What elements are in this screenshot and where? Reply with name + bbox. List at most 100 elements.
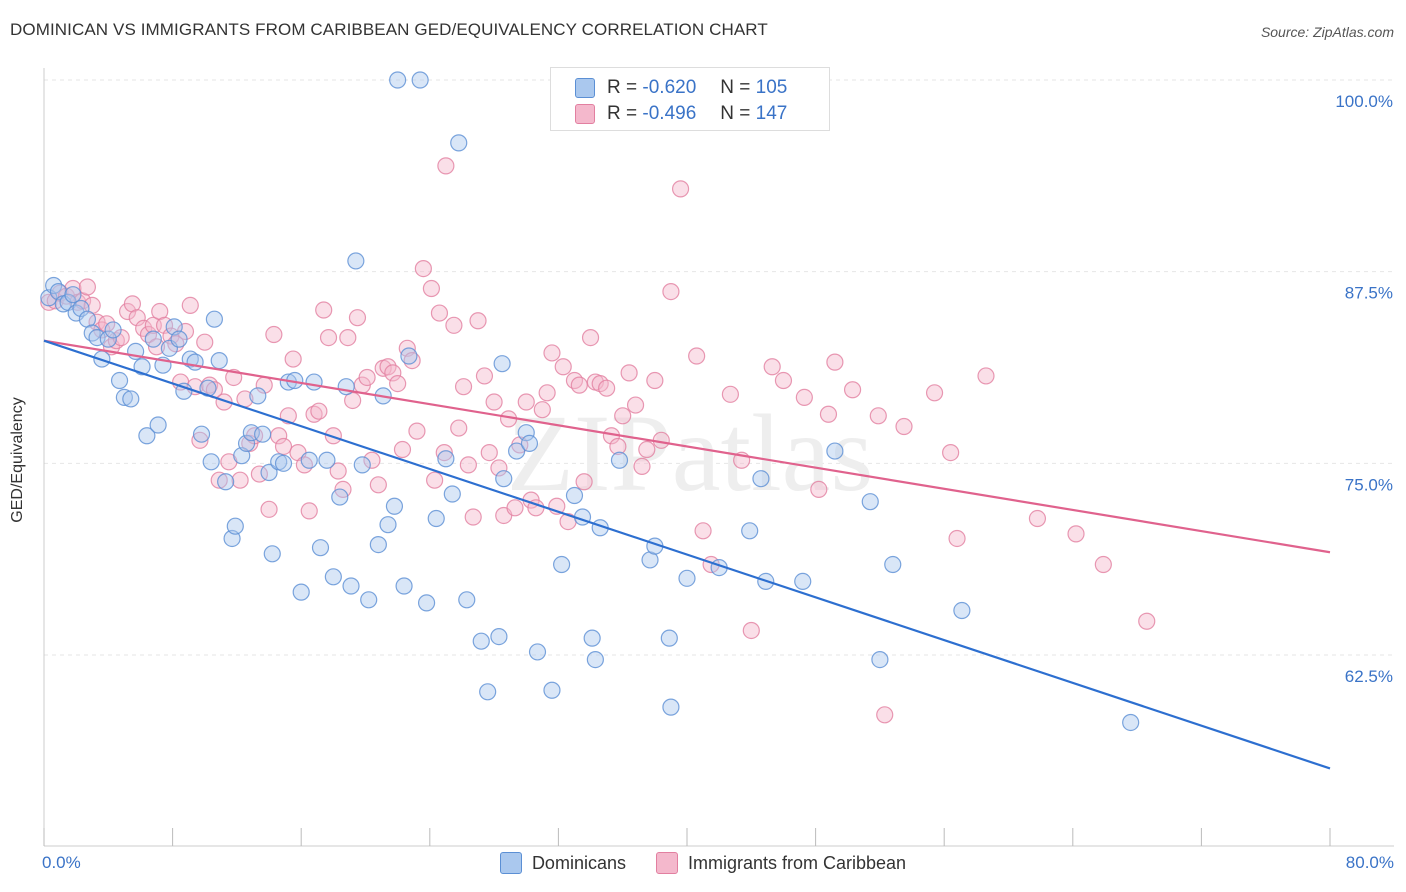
point-dominican [490,627,508,646]
point-dominican [331,488,349,506]
trend-line-dominicans [43,339,1331,770]
point-dominican [543,681,561,699]
point-caribbean [538,384,556,402]
point-dominican [205,310,223,328]
point-caribbean [485,393,503,411]
point-dominican [660,629,678,647]
point-caribbean [1094,555,1112,574]
point-dominican [437,450,455,468]
point-caribbean [139,325,158,344]
legend-swatch-dominicans [499,852,522,874]
legend-label-dominicans: Dominicans [531,852,626,873]
point-caribbean [1067,525,1085,543]
point-dominican [305,373,323,391]
point-dominican [871,650,889,669]
x-tick-label: 0.0% [42,853,81,872]
point-caribbean [430,304,449,322]
legend-swatch-blue [575,78,595,98]
point-caribbean [774,371,793,390]
point-caribbean [414,260,432,278]
point-caribbean [384,364,402,382]
series-immigrants-from-caribbean [40,157,1156,724]
point-caribbean [469,312,487,330]
point-caribbean [196,333,214,351]
point-dominican [517,424,535,442]
point-dominican [115,388,133,406]
point-caribbean [459,456,477,474]
point-dominican [263,545,281,563]
point-caribbean [688,347,706,365]
point-caribbean [315,301,333,319]
point-dominican [226,517,244,535]
point-dominican [411,71,429,89]
point-dominican [64,286,82,304]
legend-item-dominicans: Dominicans [499,852,626,874]
point-caribbean [633,457,651,475]
point-caribbean [506,499,524,517]
point-dominican [83,324,101,342]
point-caribbean [408,422,426,440]
legend-label-caribbean: Immigrants from Caribbean [687,852,907,873]
point-caribbean [295,456,314,474]
series-legend: Dominicans Immigrants from Caribbean [0,852,1406,874]
point-dominican [311,539,330,557]
point-caribbean [191,431,209,449]
point-dominican [202,453,220,471]
point-caribbean [819,405,838,423]
point-dominican [493,355,511,373]
point-dominican [395,577,413,595]
point-dominican [884,555,902,574]
point-dominican [752,470,770,488]
point-caribbean [480,444,498,462]
point-caribbean [763,358,781,376]
point-caribbean [646,371,664,390]
point-caribbean [393,440,412,459]
point-dominican [662,698,680,716]
point-dominican [144,330,162,348]
point-caribbean [662,283,680,301]
point-dominican [508,442,526,460]
point-dominican [583,629,601,647]
point-caribbean [215,393,233,411]
point-dominican [347,252,365,270]
point-dominican [443,485,461,503]
point-dominican [379,516,397,534]
point-caribbean [310,402,328,420]
point-dominican [318,451,336,469]
point-dominican [99,330,117,348]
point-caribbean [324,427,342,445]
chart-title: DOMINICAN VS IMMIGRANTS FROM CARIBBEAN G… [10,20,768,39]
point-dominican [953,601,971,620]
point-dominican [417,594,436,612]
point-caribbean [843,381,862,399]
point-caribbean [565,371,584,390]
legend-r-label: R = [607,77,638,98]
point-dominican [389,71,407,89]
point-caribbean [876,706,894,724]
point-dominican [110,371,129,390]
point-caribbean [450,419,468,437]
legend-item-caribbean: Immigrants from Caribbean [655,852,907,874]
legend-swatch-pink [575,104,595,124]
point-dominican [1122,713,1140,732]
point-caribbean [1028,509,1047,528]
point-caribbean [274,437,293,456]
point-caribbean [339,329,357,347]
point-caribbean [742,621,760,640]
point-dominican [138,427,156,445]
point-caribbean [671,180,690,198]
point-caribbean [533,401,551,419]
point-caribbean [869,407,887,425]
point-dominican [826,442,844,460]
point-caribbean [575,473,593,491]
point-caribbean [554,358,572,376]
point-dominican [741,522,759,540]
point-caribbean [305,405,323,423]
point-dominican [360,591,378,609]
legend-row-dominicans: R = -0.620 N = 105 [575,76,787,100]
y-tick-label: 62.5% [1345,667,1393,686]
point-dominican [472,632,490,650]
point-dominican [353,456,371,474]
point-caribbean [598,379,616,397]
series-dominicans [40,71,1140,732]
